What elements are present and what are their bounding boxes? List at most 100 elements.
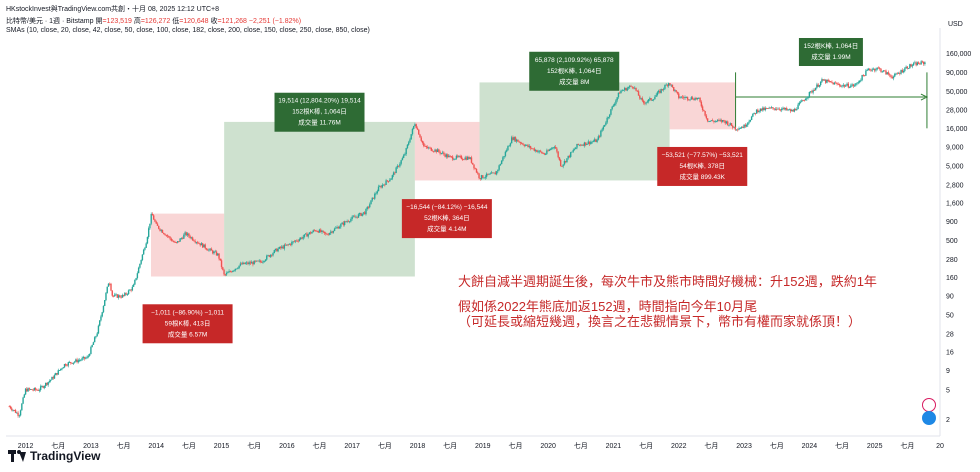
candle-body bbox=[38, 390, 41, 391]
candle-body bbox=[105, 292, 107, 301]
flag-icon[interactable] bbox=[922, 411, 936, 425]
candle-body bbox=[683, 97, 685, 99]
x-tick-label: 七月 bbox=[182, 441, 196, 450]
candle-body bbox=[603, 124, 606, 127]
candle-body bbox=[8, 406, 10, 408]
candle-body bbox=[277, 248, 279, 252]
candle-body bbox=[423, 142, 425, 146]
candle-body bbox=[155, 221, 157, 224]
stat-box-text: 成交量 11.76M bbox=[298, 118, 341, 127]
x-tick-label: 七月 bbox=[508, 441, 522, 450]
candle-body bbox=[598, 136, 601, 138]
candle-body bbox=[12, 409, 14, 411]
candle-body bbox=[362, 212, 365, 214]
candle-body bbox=[233, 270, 235, 272]
stat-box-text: 65,878 (2,109.92%) 65,878 bbox=[535, 57, 614, 64]
candle-body bbox=[245, 262, 248, 264]
candle-body bbox=[219, 258, 221, 261]
candle-body bbox=[213, 251, 215, 254]
candle-body bbox=[381, 184, 384, 188]
candle-body bbox=[396, 165, 399, 168]
stat-box-text: 152根K棒, 1,064日 bbox=[547, 66, 602, 75]
candle-body bbox=[66, 365, 68, 367]
candle-body bbox=[86, 356, 88, 358]
y-tick-label: 16 bbox=[946, 350, 954, 357]
candle-body bbox=[29, 389, 32, 390]
candle-body bbox=[505, 150, 508, 152]
candle-body bbox=[32, 389, 34, 391]
candle-body bbox=[657, 90, 660, 93]
candle-body bbox=[762, 107, 764, 111]
alert-icon[interactable] bbox=[922, 398, 936, 412]
candle-body bbox=[798, 102, 801, 105]
candle-body bbox=[500, 160, 503, 165]
candle-body bbox=[375, 193, 377, 194]
y-tick-label: 50 bbox=[946, 313, 954, 320]
candle-body bbox=[465, 157, 468, 160]
sma-legend[interactable]: SMAs (10, close, 20, close, 42, close, 5… bbox=[6, 27, 370, 34]
y-tick-label: 16,000 bbox=[946, 126, 968, 133]
candle-body bbox=[615, 100, 617, 104]
candle-body bbox=[718, 119, 720, 121]
candle-body bbox=[724, 120, 726, 124]
candle-body bbox=[801, 100, 803, 102]
candle-body bbox=[799, 101, 802, 103]
candle-body bbox=[293, 241, 296, 243]
candle-body bbox=[195, 242, 198, 244]
candle-body bbox=[685, 96, 687, 98]
stat-box-text: 成交量 6.57M bbox=[168, 329, 207, 338]
ohlc-high-label: 高 bbox=[133, 18, 141, 25]
candle-body bbox=[673, 87, 675, 91]
annotation-line-3: （可延長或縮短幾週，換言之在悲觀情景下，幣市有權而家就係頂！） bbox=[458, 314, 862, 329]
candle-body bbox=[730, 123, 733, 126]
candle-body bbox=[822, 79, 824, 81]
candle-body bbox=[894, 73, 896, 77]
candle-body bbox=[835, 82, 837, 84]
candle-body bbox=[617, 92, 620, 98]
candle-body bbox=[840, 85, 842, 87]
candle-body bbox=[161, 230, 164, 233]
ohlc-close: =121,268 bbox=[217, 18, 247, 25]
candle-body bbox=[705, 115, 708, 119]
candle-body bbox=[468, 156, 470, 159]
candle-body bbox=[384, 184, 386, 186]
candle-body bbox=[488, 173, 490, 175]
candle-body bbox=[272, 253, 274, 256]
candle-body bbox=[36, 389, 38, 391]
candle-body bbox=[499, 164, 502, 166]
candle-body bbox=[410, 134, 412, 140]
candle-body bbox=[397, 165, 400, 167]
candle-body bbox=[429, 147, 431, 149]
candle-body bbox=[516, 139, 518, 142]
x-tick-label: 七月 bbox=[704, 441, 718, 450]
candle-body bbox=[120, 297, 122, 298]
candle-body bbox=[755, 109, 758, 114]
x-tick-label: 七月 bbox=[900, 441, 914, 450]
candle-body bbox=[691, 97, 694, 100]
candle-body bbox=[649, 98, 651, 100]
candle-body bbox=[18, 415, 21, 417]
candle-body bbox=[228, 271, 230, 273]
candle-body bbox=[919, 63, 921, 65]
candle-body bbox=[257, 260, 259, 262]
candle-body bbox=[247, 262, 249, 265]
candle-body bbox=[521, 143, 523, 145]
candle-body bbox=[740, 127, 743, 129]
candle-body bbox=[546, 150, 548, 154]
y-tick-label: 160,000 bbox=[946, 51, 971, 58]
candle-body bbox=[804, 98, 807, 101]
ohlc-close-label: 收 bbox=[210, 18, 218, 25]
candle-body bbox=[675, 90, 677, 92]
candle-body bbox=[676, 91, 679, 94]
candle-body bbox=[531, 148, 533, 150]
candle-body bbox=[390, 178, 392, 180]
candle-body bbox=[282, 246, 284, 249]
candle-body bbox=[619, 92, 621, 94]
candle-body bbox=[185, 232, 188, 236]
candle-body bbox=[895, 73, 897, 75]
candle-body bbox=[405, 148, 407, 154]
candle-body bbox=[899, 73, 901, 74]
candle-body bbox=[597, 136, 600, 140]
candle-body bbox=[306, 233, 308, 237]
